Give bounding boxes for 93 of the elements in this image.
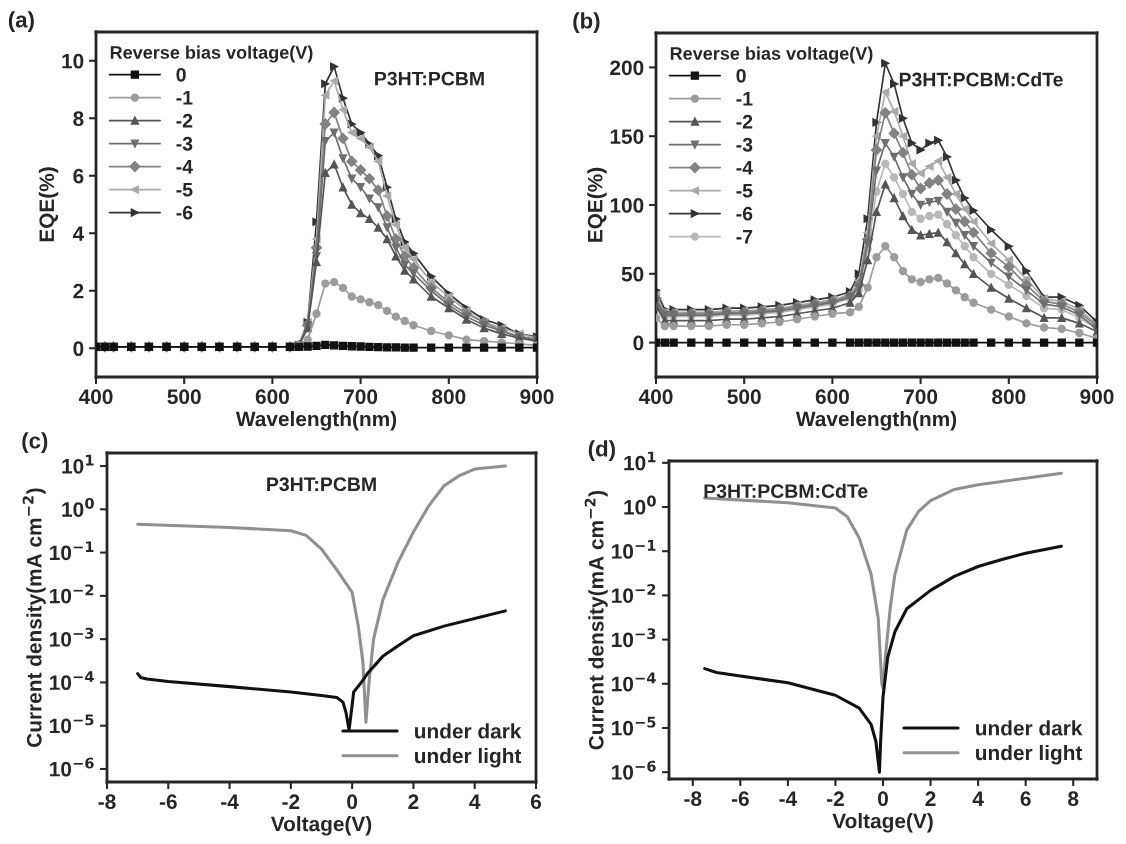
legend-label: -2	[176, 113, 193, 128]
y-tick-label: 10$^{−3}$	[612, 628, 656, 648]
text: (b)	[573, 12, 600, 33]
annotation: P3HT:PCBM	[375, 71, 484, 86]
legend-title: Reverse bias voltage(V)	[670, 46, 873, 64]
y-tick-label: 50	[621, 266, 644, 282]
text: (d)	[588, 440, 615, 461]
x-tick-label: 4	[972, 791, 984, 806]
x-axis-title: Voltage(V)	[832, 813, 933, 833]
y-tick-label: 10$^{0}$	[62, 497, 94, 517]
y-tick-label: 10$^{−6}$	[50, 757, 94, 777]
legend-label: -4	[736, 161, 753, 175]
x-tick-label: 2	[408, 794, 419, 809]
y-axis-title: EQE(%)	[38, 167, 59, 242]
legend-label: -4	[176, 160, 193, 174]
x-tick-label: 2	[925, 791, 936, 806]
x-tick-label: 400	[638, 389, 673, 405]
y-tick-label: 10$^{1}$	[62, 454, 94, 474]
x-tick-label: 6	[1020, 791, 1031, 807]
x-tick-label: -4	[221, 794, 239, 809]
y-tick-label: 10$^{−2}$	[612, 583, 656, 603]
x-tick-label: -6	[159, 794, 177, 810]
x-tick-label: 0	[878, 791, 888, 807]
legend-label: under light	[976, 744, 1083, 765]
x-tick-label: 6	[530, 794, 542, 810]
text: (c)	[22, 432, 48, 453]
legend-label: -6	[176, 205, 193, 220]
y-tick-label: 6	[73, 168, 84, 184]
y-tick-label: 10$^{−1}$	[612, 540, 656, 559]
annotation: P3HT:PCBM:CdTe	[704, 483, 868, 499]
y-tick-label: 10$^{−5}$	[612, 716, 656, 736]
x-tick-label: 700	[344, 389, 378, 405]
legend-label: -7	[736, 230, 753, 244]
legend-label: 0	[736, 68, 746, 83]
y-tick-label: 0	[73, 341, 84, 356]
x-tick-label: 900	[520, 389, 554, 405]
y-tick-label: 10$^{1}$	[624, 451, 656, 471]
legend-title: Reverse bias voltage(V)	[110, 45, 313, 63]
y-tick-label: 0	[633, 335, 644, 351]
y-tick-label: 2	[73, 283, 84, 299]
legend-label: under dark	[976, 720, 1083, 736]
x-tick-label: 500	[167, 389, 201, 405]
legend-label: -6	[736, 206, 753, 221]
x-tick-label: 4	[469, 794, 481, 809]
x-tick-label: 700	[904, 389, 938, 405]
annotation: P3HT:PCBM	[267, 477, 376, 492]
x-tick-label: -2	[827, 791, 844, 806]
y-tick-label: 10$^{−4}$	[50, 671, 94, 691]
legend-label: -1	[736, 92, 753, 106]
x-tick-label: 900	[1080, 389, 1114, 405]
text: (a)	[8, 11, 34, 32]
y-tick-label: 10$^{−1}$	[50, 541, 94, 561]
x-tick-label: -4	[779, 791, 798, 806]
x-tick-label: 600	[255, 389, 289, 405]
annotation: P3HT:PCBM:CdTe	[899, 72, 1063, 87]
x-tick-label: -8	[98, 794, 116, 810]
y-tick-label: 10$^{−2}$	[50, 584, 94, 604]
legend-label: -3	[736, 137, 753, 152]
x-tick-label: 800	[432, 389, 466, 405]
x-axis-title: Voltage(V)	[270, 816, 372, 836]
x-axis-title: Wavelength(nm)	[795, 411, 957, 431]
x-tick-label: 0	[347, 794, 358, 810]
y-tick-label: 10$^{−4}$	[612, 672, 656, 692]
x-tick-label: 500	[727, 389, 761, 405]
legend-label: 0	[176, 67, 186, 82]
x-tick-label: -8	[684, 791, 702, 807]
y-axis-title: Current density(mA cm$^{−2}$)	[22, 488, 46, 747]
y-tick-label: 200	[610, 60, 644, 76]
legend-label: under light	[415, 747, 522, 768]
y-tick-label: 10$^{−5}$	[50, 714, 94, 734]
legend-label: -5	[176, 183, 193, 197]
x-axis-title: Wavelength(nm)	[235, 411, 397, 431]
y-axis-title: Current density(mA cm$^{−2}$)	[584, 490, 608, 750]
x-tick-label: -2	[282, 794, 300, 809]
x-tick-label: 600	[815, 389, 849, 405]
y-tick-label: 10$^{−3}$	[50, 627, 94, 647]
legend-label: -2	[736, 114, 753, 129]
x-tick-label: 800	[992, 389, 1026, 405]
y-tick-label: 150	[610, 129, 644, 144]
y-tick-label: 10$^{0}$	[624, 495, 656, 515]
x-tick-label: 8	[1068, 791, 1079, 807]
legend-label: -3	[176, 136, 193, 151]
legend-label: -5	[736, 184, 753, 198]
y-tick-label: 10$^{−6}$	[612, 760, 656, 780]
y-tick-label: 4	[72, 226, 85, 241]
legend-label: under dark	[415, 723, 522, 739]
legend-label: -1	[176, 91, 193, 105]
y-tick-label: 10	[62, 53, 84, 69]
y-tick-label: 8	[73, 111, 84, 126]
x-tick-label: 400	[78, 389, 113, 405]
y-axis-title: EQE(%)	[587, 167, 607, 242]
x-tick-label: -6	[731, 791, 749, 807]
y-tick-label: 100	[610, 198, 644, 213]
